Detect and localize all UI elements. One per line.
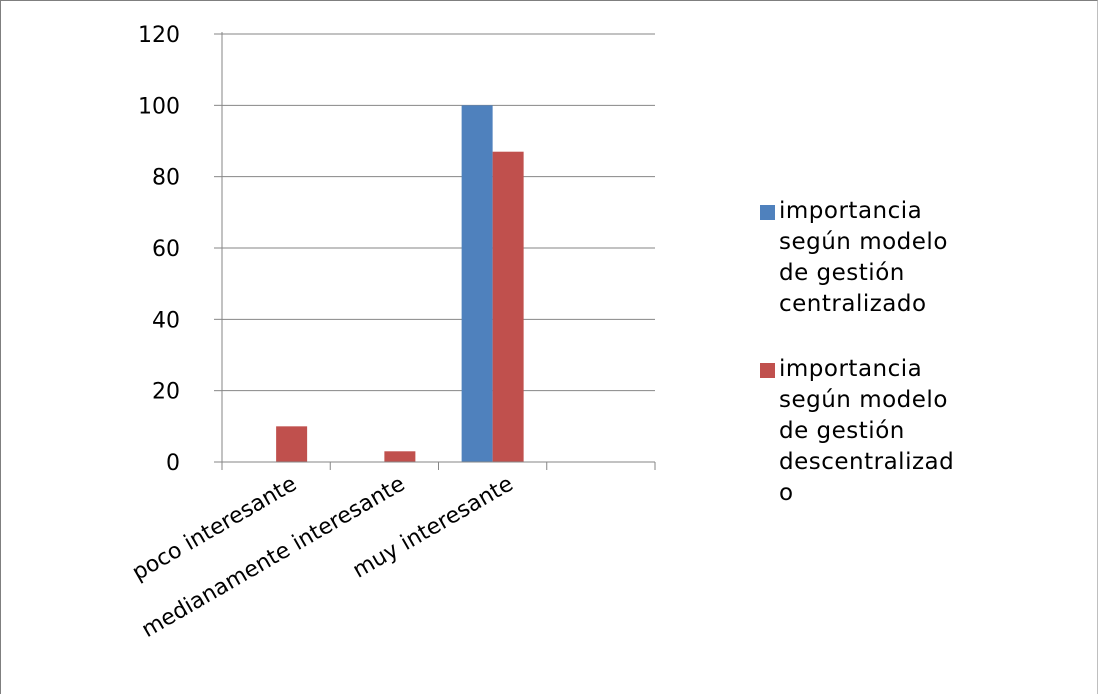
y-tick-label: 100 — [138, 94, 180, 119]
legend-label: según modelo — [779, 387, 948, 413]
legend-label: importancia — [779, 356, 922, 382]
bar — [461, 105, 493, 462]
legend-label: importancia — [779, 198, 922, 224]
legend-label: centralizado — [779, 291, 927, 317]
y-tick-label: 120 — [138, 23, 180, 48]
legend-label: según modelo — [779, 229, 948, 255]
legend-label: de gestión — [779, 260, 905, 286]
y-tick-label: 0 — [166, 451, 180, 476]
y-tick-label: 40 — [152, 308, 180, 333]
legend-swatch — [760, 205, 775, 220]
bar — [492, 151, 524, 462]
legend-label: descentralizad — [779, 449, 954, 475]
legend-swatch — [760, 363, 775, 378]
y-tick-label: 60 — [152, 237, 180, 262]
legend-label: de gestión — [779, 418, 905, 444]
bars — [276, 105, 524, 462]
legend: importancia según modelo de gestión central… — [760, 198, 954, 506]
y-tick-label: 20 — [152, 380, 180, 405]
grid-lines — [222, 33, 655, 392]
legend-label: o — [779, 480, 794, 506]
y-tick-label: 80 — [152, 166, 180, 191]
bar — [276, 426, 308, 462]
bar — [384, 451, 416, 462]
